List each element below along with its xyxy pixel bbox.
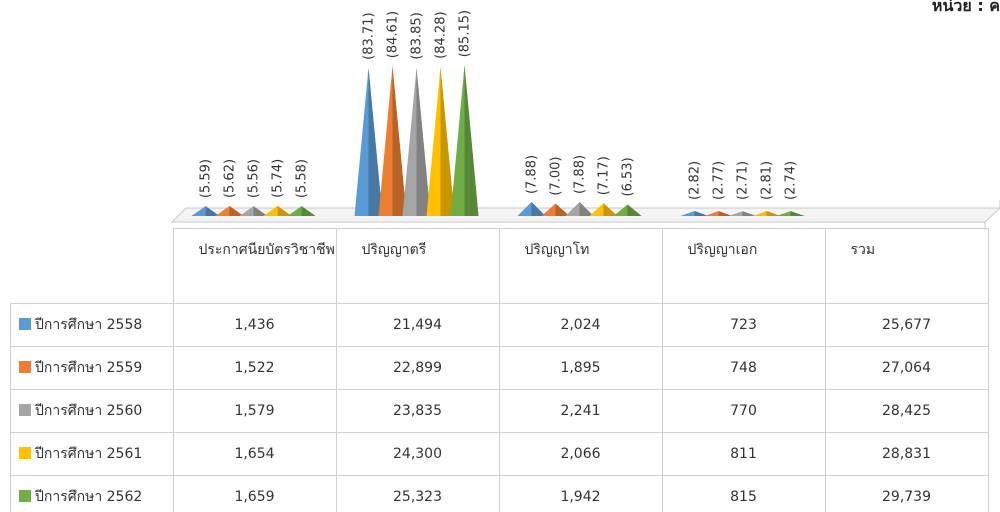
data-row: ปีการศึกษา 2562 1,659 25,323 1,942 815 29,739	[10, 475, 989, 512]
value-label: (7.17)	[597, 156, 612, 195]
value-label: (85.15)	[458, 10, 473, 57]
column-header: ปริญญาโท	[498, 228, 663, 304]
value-label: (2.81)	[760, 161, 775, 200]
table-cell: 21,494	[335, 303, 500, 347]
cone-shade	[301, 206, 316, 216]
data-row: ปีการศึกษา 2560 1,579 23,835 2,241 770 28,425	[10, 389, 989, 433]
cone-shade	[392, 66, 407, 217]
value-label: (83.85)	[410, 12, 425, 59]
legend-cell: ปีการศึกษา 2561	[10, 432, 174, 476]
value-label: (5.58)	[295, 159, 310, 198]
cone-shade	[277, 205, 292, 216]
data-table: ประกาศนียบัตรวิชาชีพ ปริญญาตรี ปริญญาโท ปริ…	[10, 228, 989, 512]
value-label: (2.74)	[784, 161, 799, 200]
legend-label: ปีการศึกษา 2559	[35, 360, 143, 376]
cone-shade	[464, 65, 479, 216]
table-cell: 815	[661, 475, 826, 512]
value-label: (5.59)	[199, 159, 214, 198]
legend-label: ปีการศึกษา 2558	[35, 317, 143, 333]
table-cell: 25,677	[824, 303, 989, 347]
table-cell: 24,300	[335, 432, 500, 476]
legend-label: ปีการศึกษา 2562	[35, 489, 143, 505]
table-cell: 2,066	[498, 432, 663, 476]
table-cell: 1,522	[172, 346, 337, 390]
table-cell: 1,942	[498, 475, 663, 512]
data-row: ปีการศึกษา 2561 1,654 24,300 2,066 811 28,831	[10, 432, 989, 476]
cone-shade	[205, 206, 220, 216]
cone-shade	[440, 66, 455, 216]
table-cell: 1,436	[172, 303, 337, 347]
legend-swatch	[19, 361, 31, 373]
legend-swatch	[19, 490, 31, 502]
column-header: รวม	[824, 228, 989, 304]
table-cell: 748	[661, 346, 826, 390]
cone-shade	[718, 211, 733, 216]
table-cell: 29,739	[824, 475, 989, 512]
cone-shade	[555, 203, 570, 216]
cone-shade	[627, 204, 642, 216]
value-label: (84.61)	[386, 11, 401, 58]
legend-swatch	[19, 404, 31, 416]
data-row: ปีการศึกษา 2558 1,436 21,494 2,024 723 25,677	[10, 303, 989, 347]
value-label: (83.71)	[362, 12, 377, 59]
unit-note: หน่วย : ค	[931, 0, 1000, 15]
cone-shade	[603, 203, 618, 216]
cone-shade	[368, 67, 383, 216]
legend-label: ปีการศึกษา 2560	[35, 403, 143, 419]
column-header: ปริญญาเอก	[661, 228, 826, 304]
value-label: (7.00)	[549, 157, 564, 196]
cone-shade	[694, 211, 709, 216]
table-cell: 1,579	[172, 389, 337, 433]
table-cell: 25,323	[335, 475, 500, 512]
table-cell: 770	[661, 389, 826, 433]
cone-shade	[579, 202, 594, 216]
table-cell: 28,831	[824, 432, 989, 476]
legend-swatch	[19, 447, 31, 459]
cone-shade	[766, 211, 781, 216]
table-cell: 23,835	[335, 389, 500, 433]
cone-shade	[790, 211, 805, 216]
data-row: ปีการศึกษา 2559 1,522 22,899 1,895 748 27,064	[10, 346, 989, 390]
table-cell: 811	[661, 432, 826, 476]
legend-cell: ปีการศึกษา 2559	[10, 346, 174, 390]
header-row: ประกาศนียบัตรวิชาชีพ ปริญญาตรี ปริญญาโท ปริ…	[10, 228, 989, 304]
value-label: (5.56)	[247, 159, 262, 198]
legend-cell: ปีการศึกษา 2560	[10, 389, 174, 433]
value-label: (7.88)	[525, 155, 540, 194]
value-label: (5.74)	[271, 159, 286, 198]
corner	[10, 228, 174, 304]
legend-swatch	[19, 318, 31, 330]
cone-shade	[253, 206, 268, 216]
value-label: (2.82)	[688, 161, 703, 200]
cone-shade	[416, 67, 431, 216]
value-label: (2.71)	[736, 161, 751, 200]
table-cell: 723	[661, 303, 826, 347]
legend-label: ปีการศึกษา 2561	[35, 446, 143, 462]
value-label: (2.77)	[712, 161, 727, 200]
legend-cell: ปีการศึกษา 2558	[10, 303, 174, 347]
table-cell: 2,024	[498, 303, 663, 347]
table-cell: 1,895	[498, 346, 663, 390]
table-cell: 1,654	[172, 432, 337, 476]
legend-cell: ปีการศึกษา 2562	[10, 475, 174, 512]
value-label: (84.28)	[434, 11, 449, 58]
value-label: (7.88)	[573, 155, 588, 194]
cone-shade	[742, 211, 757, 216]
chart: (5.59) (5.62) (5.56) (5.74) (5.58) (83.71) (84…	[170, 10, 1000, 230]
cone-shade	[531, 202, 546, 216]
value-label: (5.62)	[223, 159, 238, 198]
value-label: (6.53)	[621, 157, 636, 196]
column-header: ประกาศนียบัตรวิชาชีพ	[172, 228, 337, 304]
table-cell: 28,425	[824, 389, 989, 433]
table-cell: 1,659	[172, 475, 337, 512]
cone-shade	[229, 206, 244, 216]
table-cell: 2,241	[498, 389, 663, 433]
column-header: ปริญญาตรี	[335, 228, 500, 304]
table-cell: 22,899	[335, 346, 500, 390]
table-cell: 27,064	[824, 346, 989, 390]
